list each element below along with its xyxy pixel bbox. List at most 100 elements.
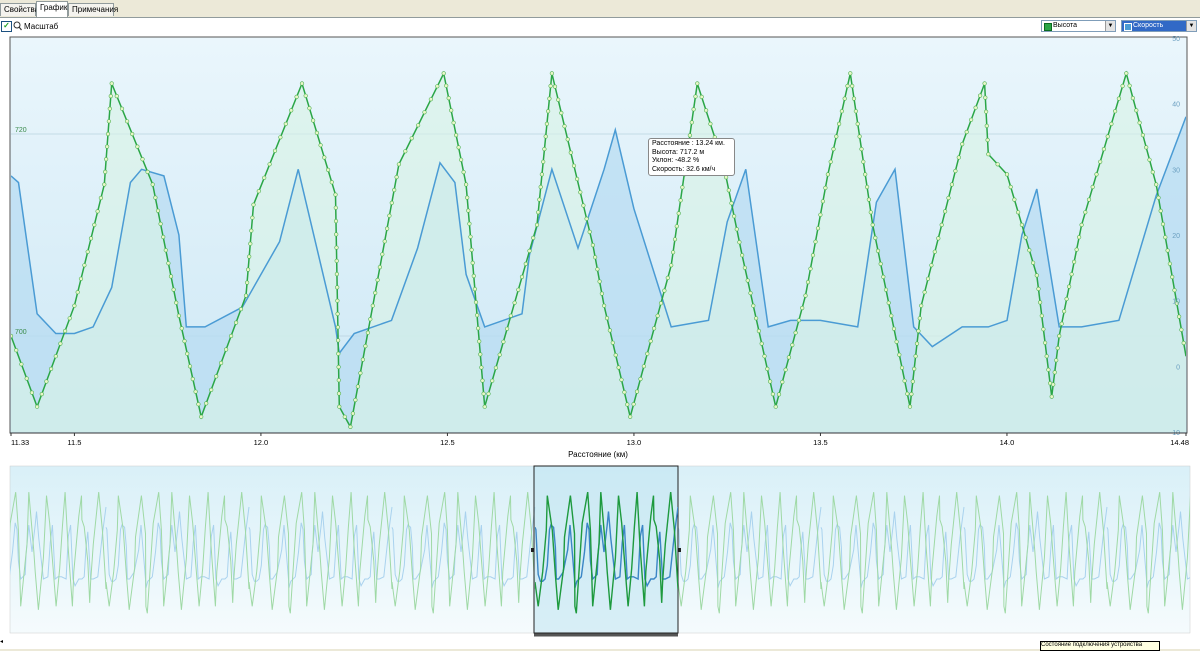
elevation-point bbox=[628, 414, 633, 419]
x-tick-label: 14.48 bbox=[1170, 438, 1189, 447]
elevation-point bbox=[756, 328, 762, 334]
elevation-point bbox=[559, 110, 564, 116]
x-tick-label: 13.5 bbox=[813, 438, 828, 447]
elevation-point bbox=[1137, 120, 1142, 125]
elevation-point bbox=[881, 274, 886, 280]
elevation-point bbox=[85, 249, 90, 254]
elevation-point bbox=[1140, 133, 1145, 138]
elevation-point bbox=[595, 267, 600, 272]
elevation-point bbox=[1090, 184, 1095, 190]
selection-left-handle[interactable] bbox=[531, 548, 534, 552]
right-tick-label: 20 bbox=[1172, 233, 1180, 240]
elevation-point bbox=[67, 316, 72, 321]
elevation-point bbox=[114, 93, 119, 99]
elevation-point bbox=[283, 121, 288, 126]
elevation-point bbox=[360, 357, 366, 362]
elevation-point bbox=[1127, 83, 1132, 88]
elevation-point bbox=[435, 84, 440, 89]
elevation-point bbox=[392, 187, 397, 193]
elevation-point bbox=[674, 224, 679, 229]
elevation-point bbox=[88, 236, 94, 241]
elevation-point bbox=[256, 189, 261, 194]
selection-right-handle[interactable] bbox=[678, 548, 681, 552]
elevation-point bbox=[669, 263, 674, 268]
elevation-point bbox=[571, 163, 577, 168]
series-select-elevation[interactable]: Высота ▼ bbox=[1041, 20, 1116, 32]
elevation-point bbox=[765, 366, 770, 372]
elevation-point bbox=[1116, 96, 1121, 101]
elevation-point bbox=[358, 371, 363, 376]
elevation-point bbox=[1124, 71, 1129, 76]
status-tooltip: Состояние подключения устройства bbox=[1040, 641, 1160, 651]
elevation-point bbox=[219, 360, 224, 366]
x-axis-ticks: 11.33 11.5 12.0 12.5 13.0 13.5 14.0 14.48 bbox=[10, 433, 1189, 447]
elevation-point bbox=[929, 263, 934, 268]
elevation-point bbox=[1105, 134, 1110, 139]
elevation-point bbox=[651, 326, 657, 331]
elevation-point bbox=[476, 326, 481, 331]
elevation-point bbox=[72, 303, 77, 308]
elevation-point bbox=[655, 313, 660, 318]
elevation-point bbox=[224, 347, 229, 352]
elevation-point bbox=[662, 288, 667, 293]
elevation-point bbox=[634, 389, 640, 394]
elevation-point bbox=[168, 274, 174, 279]
zoom-label: Масштаб bbox=[24, 22, 59, 31]
elevation-point bbox=[348, 424, 353, 430]
tab-notes[interactable]: Примечания bbox=[68, 3, 118, 16]
elevation-point bbox=[416, 123, 421, 128]
tab-properties[interactable]: Свойства bbox=[0, 3, 39, 16]
elevation-point bbox=[820, 199, 826, 204]
elevation-point bbox=[545, 109, 551, 114]
series-select-speed[interactable]: Скорость ▼ bbox=[1121, 20, 1197, 32]
elevation-point bbox=[190, 376, 195, 382]
elevation-point bbox=[1015, 210, 1021, 215]
elevation-point bbox=[171, 287, 176, 292]
right-tick-label: 40 bbox=[1172, 102, 1180, 109]
elevation-point bbox=[537, 197, 542, 202]
elevation-point bbox=[527, 248, 532, 253]
elevation-point bbox=[828, 159, 833, 164]
elevation-point bbox=[335, 298, 340, 303]
elevation-point bbox=[104, 144, 110, 149]
elevation-point bbox=[726, 188, 731, 193]
elevation-point bbox=[604, 316, 610, 321]
elevation-point bbox=[790, 342, 795, 348]
elevation-point bbox=[942, 209, 948, 214]
elevation-point bbox=[687, 133, 693, 138]
x-tick-label: 11.5 bbox=[67, 438, 81, 447]
zoom-checkbox[interactable]: ✓ bbox=[1, 21, 12, 32]
elevation-point bbox=[916, 328, 921, 334]
elevation-point bbox=[473, 300, 479, 305]
elevation-point bbox=[1023, 235, 1028, 240]
elevation-point bbox=[902, 378, 907, 383]
elevation-point bbox=[1041, 327, 1046, 332]
scroll-left-arrow-icon[interactable]: ◂ bbox=[0, 639, 4, 645]
elevation-point bbox=[1008, 184, 1013, 190]
elevation-point bbox=[886, 300, 891, 305]
elevation-point bbox=[786, 355, 792, 360]
elevation-point bbox=[19, 362, 24, 367]
elevation-point bbox=[845, 83, 850, 89]
elevation-point bbox=[745, 278, 750, 283]
elevation-point bbox=[428, 97, 434, 102]
elevation-point bbox=[243, 293, 249, 298]
elevation-points bbox=[11, 71, 1186, 430]
elevation-point bbox=[1055, 346, 1060, 351]
elevation-point bbox=[956, 155, 961, 160]
elevation-point bbox=[336, 364, 341, 370]
x-tick-label: 12.0 bbox=[254, 438, 269, 447]
elevation-point bbox=[1049, 394, 1054, 399]
elevation-point bbox=[1086, 197, 1092, 202]
elevation-point bbox=[135, 144, 140, 149]
elevation-point bbox=[592, 255, 598, 260]
elevation-point bbox=[209, 387, 214, 393]
tab-graph[interactable]: График bbox=[36, 1, 68, 17]
elevation-point bbox=[103, 157, 109, 162]
elevation-point bbox=[299, 81, 305, 86]
elevation-point bbox=[731, 214, 737, 219]
elevation-point bbox=[466, 208, 471, 213]
elevation-point bbox=[1144, 145, 1149, 150]
elevation-point bbox=[44, 379, 49, 384]
